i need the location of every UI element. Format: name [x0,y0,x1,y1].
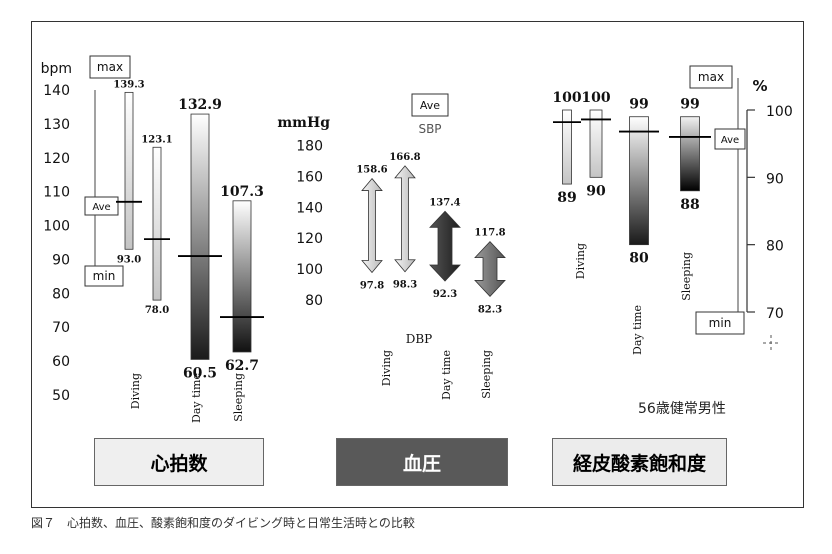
heart-rate-panel-button[interactable]: 心拍数 [94,438,264,486]
spo2-max-label: 99 [680,97,699,113]
bp-dbp-label: 97.8 [360,280,384,291]
spo2-legend-min: min [709,316,732,330]
bp-dbp-label: 82.3 [478,304,502,315]
hr-axis-unit: bpm [41,61,72,77]
bp-category-label: Sleeping [480,350,493,399]
spo2-legend-ave-box [714,128,746,150]
hr-legend-min-box [84,265,124,287]
spo2-range-bar [589,109,603,178]
spo2-ytick-label: 70 [766,306,784,322]
hr-ytick-label: 120 [43,151,70,167]
hr-category-label: Diving [129,373,142,409]
spo2-legend-max: max [698,70,724,84]
bp-sbp-label: 158.6 [356,165,387,176]
spo2-legend-min-box [695,311,745,335]
bp-legend-sbp: SBP [418,122,441,136]
hr-max-label: 107.3 [220,184,264,200]
bp-category-label: Diving [380,350,393,386]
spo2-min-label: 90 [586,183,606,199]
bp-dbp-label: 98.3 [393,280,417,291]
bp-sbp-label: 166.8 [389,152,420,163]
hr-ytick-label: 50 [52,388,70,404]
bp-ytick-label: 160 [296,169,323,185]
bp-dbp-label: 92.3 [433,289,457,300]
spo2-max-label: 100 [581,90,610,106]
spo2-min-label: 80 [629,251,649,267]
spo2-ytick-label: 90 [766,171,784,187]
bp-range-arrow [474,241,506,298]
bp-ytick-label: 140 [296,200,323,216]
figure-frame [31,21,804,508]
hr-legend-min: min [93,269,116,283]
bp-axis-unit: mmHg [277,115,330,131]
bp-ytick-label: 80 [305,293,323,309]
spo2-legend-ave: Ave [721,135,739,146]
oxygen-saturation-panel-button[interactable]: 経皮酸素飽和度 [552,438,727,486]
hr-ytick-label: 90 [52,252,70,268]
hr-category-label: Sleeping [232,373,245,422]
bp-sbp-label: 117.8 [474,228,505,239]
figure-caption: 図７ 心拍数、血圧、酸素飽和度のダイビング時と日常生活時との比較 [31,516,415,530]
spo2-range-bar [629,116,649,246]
oxygen-saturation-panel-label: 経皮酸素飽和度 [572,452,706,475]
hr-min-label: 62.7 [225,358,259,374]
bp-legend-ave: Ave [420,99,440,112]
hr-ytick-label: 140 [43,83,70,99]
hr-category-label: Day time [190,373,203,423]
spo2-ytick-label: 80 [766,239,784,255]
spo2-max-label: 100 [552,90,581,106]
spo2-legend-max-box [689,65,733,89]
hr-legend-max-box [89,55,131,79]
blood-pressure-panel-label: 血圧 [402,452,441,475]
bp-legend-dbp: DBP [406,332,433,346]
hr-legend-max: max [97,60,123,74]
bp-range-arrow [394,165,416,273]
hr-range-bar [124,91,134,250]
spo2-axis-unit: % [752,77,767,95]
spo2-max-label: 99 [629,97,648,113]
hr-min-label: 78.0 [145,305,169,316]
hr-min-label: 60.5 [183,365,217,381]
bp-category-label: Day time [440,350,453,400]
spo2-min-label: 89 [557,190,576,206]
bp-legend-ave-box [411,93,449,117]
hr-max-label: 123.1 [141,134,172,145]
heart-rate-panel-label: 心拍数 [150,452,208,475]
hr-ytick-label: 110 [43,185,70,201]
bp-sbp-label: 137.4 [429,197,460,208]
spo2-min-label: 88 [680,197,699,213]
bp-range-arrow [429,210,461,282]
hr-ytick-label: 70 [52,320,70,336]
hr-range-bar [190,113,210,360]
bp-range-arrow [361,177,383,274]
spo2-range-bar [680,116,700,192]
hr-min-label: 93.0 [117,254,141,265]
subject-note: 56歳健常男性 [638,401,726,417]
hr-ytick-label: 100 [43,219,70,235]
spo2-category-label: Diving [574,243,587,279]
bp-ytick-label: 100 [296,262,323,278]
spo2-range-bar [562,109,572,185]
spo2-category-label: Sleeping [680,252,693,301]
hr-legend-ave-box [84,196,119,216]
hr-max-label: 139.3 [113,79,144,90]
hr-range-bar [232,200,252,353]
hr-legend-ave: Ave [92,202,110,213]
blood-pressure-panel-button[interactable]: 血圧 [336,438,508,486]
bp-ytick-label: 180 [296,139,323,155]
hr-ytick-label: 80 [52,286,70,302]
hr-range-bar [152,146,162,301]
spo2-ytick-label: 100 [766,104,793,120]
hr-ytick-label: 130 [43,117,70,133]
bp-ytick-label: 120 [296,231,323,247]
spo2-category-label: Day time [631,305,644,355]
hr-max-label: 132.9 [178,97,222,113]
hr-ytick-label: 60 [52,354,70,370]
